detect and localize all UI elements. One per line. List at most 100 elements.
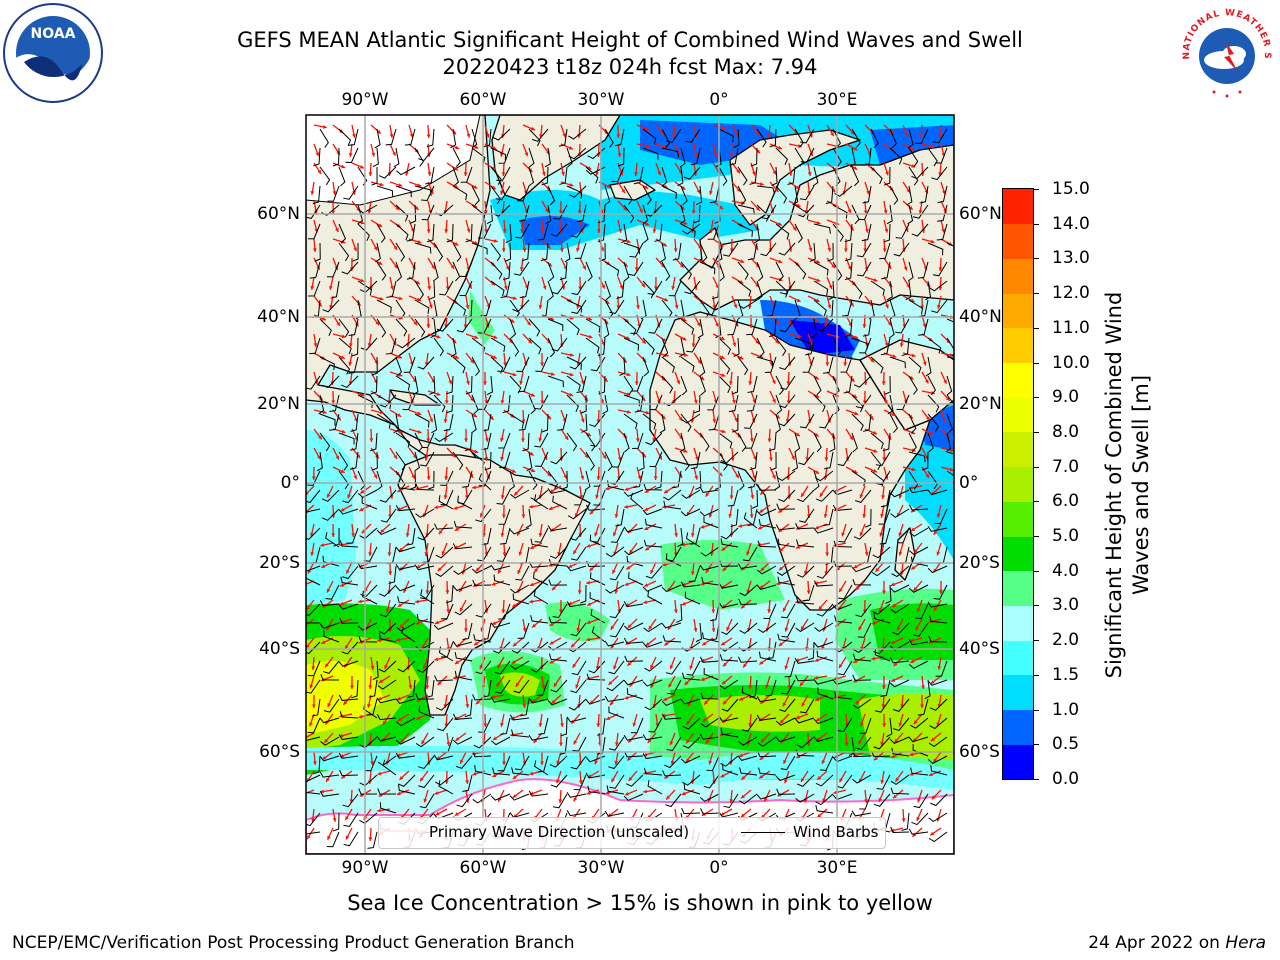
wave-arrow-head <box>397 354 402 359</box>
wind-barb <box>775 717 796 726</box>
wind-barb <box>946 394 954 414</box>
wave-arrow-head <box>839 588 843 593</box>
wave-arrow-head <box>669 741 674 746</box>
wind-barb <box>414 299 430 314</box>
wind-barb <box>663 489 682 501</box>
wind-barb <box>569 356 587 370</box>
wave-arrow-head <box>578 286 583 290</box>
wind-barb <box>397 481 416 491</box>
wind-barb <box>891 747 910 757</box>
wave-arrow-head <box>538 437 543 442</box>
wind-barb <box>775 375 784 396</box>
wave-arrow-head <box>775 320 780 325</box>
wind-barb <box>640 299 647 320</box>
wave-arrow-head <box>475 700 480 705</box>
wave-arrow-head <box>696 322 701 327</box>
wind-barb <box>559 261 568 281</box>
wave-arrow-head <box>721 125 726 130</box>
wave-arrow-head <box>772 398 776 403</box>
wind-barb <box>927 470 938 490</box>
wave-arrow-head <box>550 372 555 376</box>
wave-arrow-head <box>741 794 745 799</box>
wave-arrow-head <box>682 336 687 341</box>
wave-arrow-head <box>866 190 870 195</box>
wave-arrow-head <box>322 125 327 129</box>
wind-barb <box>787 166 796 185</box>
wind-barb <box>642 128 657 145</box>
wave-arrow-head <box>610 625 615 630</box>
wave-arrow-head <box>578 780 583 784</box>
wind-barb <box>924 679 931 700</box>
wind-barb <box>414 185 432 196</box>
wind-barb <box>598 204 606 224</box>
wave-arrow-head <box>627 624 632 629</box>
wind-barb <box>832 337 841 358</box>
colorbar-segment <box>1003 744 1033 780</box>
wind-barb <box>813 736 834 743</box>
wind-barb <box>680 261 693 280</box>
wave-arrow-head <box>434 791 439 795</box>
wind-barb <box>742 546 758 562</box>
wind-barb <box>603 318 610 339</box>
wind-barb <box>514 261 530 276</box>
wind-barb <box>570 755 587 770</box>
wind-barb <box>341 261 359 275</box>
wave-arrow-head <box>351 533 356 537</box>
wave-arrow-head <box>551 586 556 591</box>
wave-arrow-head <box>491 281 496 286</box>
wave-arrow-head <box>767 438 772 442</box>
wind-barb <box>661 147 679 158</box>
wave-arrow-head <box>920 305 925 309</box>
wind-barb <box>816 603 834 617</box>
wind-barb <box>816 650 834 662</box>
wind-barb <box>472 793 492 804</box>
wind-barb <box>642 356 650 377</box>
wind-barb <box>780 375 796 390</box>
colorbar-tick-label: 6.0 <box>1052 491 1080 512</box>
wind-barb <box>661 261 671 281</box>
wind-barb <box>719 654 739 662</box>
wind-barb <box>568 147 587 160</box>
wave-arrow-head <box>767 134 772 138</box>
wave-arrow-head <box>884 342 889 347</box>
wind-barb <box>597 337 606 357</box>
wind-barb <box>306 774 321 783</box>
wave-arrow-head <box>705 568 710 573</box>
wind-barb <box>931 166 948 181</box>
wave-arrow-head <box>636 305 640 309</box>
wind-barb <box>421 204 435 221</box>
wind-barb <box>680 318 695 335</box>
wind-barb <box>547 337 556 358</box>
colorbar-tick-label: 8.0 <box>1052 421 1080 442</box>
wave-arrow-head <box>814 658 819 662</box>
wind-barb <box>343 831 359 847</box>
wave-arrow-head <box>850 377 855 382</box>
wind-barb <box>756 204 770 222</box>
wind-barb <box>454 603 473 616</box>
wave-arrow-head <box>918 210 923 214</box>
wind-barb <box>559 736 568 755</box>
wave-arrow-head <box>930 144 935 149</box>
wind-barb <box>685 128 701 143</box>
wind-barb <box>832 375 840 396</box>
wave-arrow-head <box>847 209 852 214</box>
wave-arrow-head <box>569 392 574 397</box>
wind-barb <box>862 185 872 204</box>
wave-arrow-head <box>464 438 468 442</box>
wind-barb <box>896 394 910 411</box>
wind-barb <box>679 204 686 225</box>
wind-barb <box>407 679 416 699</box>
wind-barb <box>795 622 815 633</box>
wind-barb <box>534 527 549 543</box>
wind-barb <box>890 787 910 795</box>
wind-barb <box>738 793 758 805</box>
wind-barb <box>680 581 701 588</box>
wind-barb <box>661 128 671 148</box>
wave-arrow-head <box>424 362 429 366</box>
wave-arrow-head <box>694 475 699 480</box>
wave-arrow-head <box>586 620 591 625</box>
wave-arrow-head <box>784 627 789 632</box>
wind-barb <box>372 660 379 680</box>
colorbar-tick-label: 0.0 <box>1052 769 1080 789</box>
wind-barb <box>844 223 853 243</box>
